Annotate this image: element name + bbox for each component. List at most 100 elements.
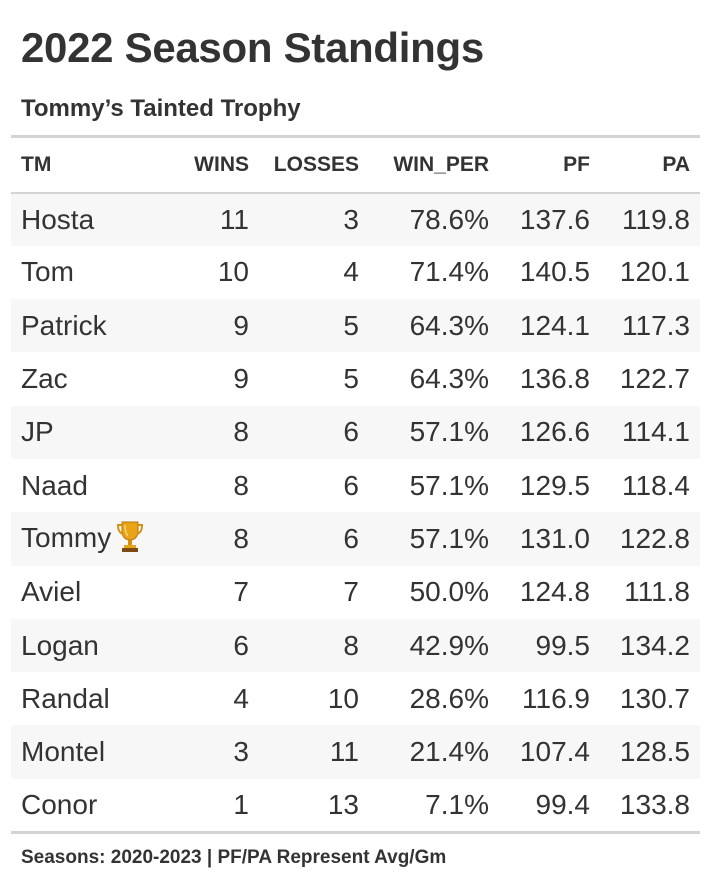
team-name: Hosta	[21, 203, 95, 235]
cell-pa: 117.3	[622, 309, 690, 341]
cell-pa: 119.8	[622, 203, 690, 235]
cell-tm: JP	[11, 406, 161, 459]
cell-tm: Tom	[11, 246, 161, 299]
team-name: Conor	[21, 788, 98, 820]
cell-pa: 133.8	[600, 778, 700, 834]
column-header-losses: LOSSES	[259, 135, 369, 194]
cell-losses: 8	[343, 629, 359, 661]
cell-pf: 99.4	[499, 778, 600, 834]
cell-tm: Conor	[11, 778, 161, 834]
cell-win-per: 78.6%	[409, 203, 489, 235]
team-name: JP	[21, 416, 54, 448]
cell-tm: Hosta	[11, 193, 161, 246]
cell-pa: 122.7	[619, 363, 690, 395]
cell-pa: 128.5	[619, 736, 690, 768]
cell-wins: 3	[233, 736, 249, 768]
cell-pf: 140.5	[519, 256, 590, 288]
cell-losses: 13	[259, 778, 369, 834]
cell-tm: Patrick	[11, 299, 161, 352]
cell-losses: 6	[343, 522, 359, 554]
cell-pf: 136.8	[519, 363, 590, 395]
cell-wins: 9	[233, 309, 249, 341]
table-row: Montel 3 11 21.4% 107.4 128.5	[11, 725, 700, 779]
table-header-row: TM WINS LOSSES WIN_PER PF PA	[11, 135, 700, 194]
cell-win-per: 28.6%	[409, 682, 489, 714]
cell-wins: 8	[233, 522, 249, 554]
cell-wins: 10	[217, 256, 249, 288]
cell-win-per: 57.1%	[409, 416, 489, 448]
table-row: Tommy 8 6 57.1% 131.0 122.8	[11, 512, 700, 566]
cell-wins: 11	[219, 203, 249, 235]
cell-wins: 1	[161, 778, 259, 834]
table-row: Randal 4 10 28.6% 116.9 130.7	[11, 672, 700, 726]
column-header-wins: WINS	[161, 135, 259, 194]
cell-win-per: 64.3%	[409, 309, 489, 341]
cell-losses: 5	[343, 363, 359, 395]
cell-losses: 11	[329, 736, 359, 768]
table-row: JP 8 6 57.1% 126.6 114.1	[11, 405, 700, 459]
team-name: Tommy	[21, 521, 112, 553]
cell-losses: 6	[343, 416, 359, 448]
cell-wins: 6	[233, 629, 249, 661]
table-row: Hosta 11 3 78.6% 137.6 119.8	[11, 192, 700, 246]
cell-pf: 129.5	[519, 469, 590, 501]
column-header-win-per: WIN_PER	[369, 135, 499, 194]
cell-losses: 3	[343, 203, 359, 235]
cell-wins: 7	[233, 576, 249, 608]
page-title: 2022 Season Standings	[21, 24, 484, 71]
cell-win-per: 71.4%	[409, 256, 489, 288]
team-name: Patrick	[21, 309, 107, 341]
cell-pf: 107.4	[519, 736, 590, 768]
cell-pf: 124.8	[519, 576, 590, 608]
cell-pf: 124.1	[519, 309, 590, 341]
cell-pf: 131.0	[519, 522, 590, 554]
cell-wins: 4	[233, 682, 249, 714]
table-row: Aviel 7 7 50.0% 124.8 111.8	[11, 565, 700, 619]
cell-tm: Zac	[11, 352, 161, 405]
cell-pf: 116.9	[522, 682, 590, 714]
table-row: Logan 6 8 42.9% 99.5 134.2	[11, 618, 700, 673]
team-name: Aviel	[21, 576, 82, 608]
table-row: Conor 1 13 7.1% 99.4 133.8	[11, 778, 700, 834]
table-row: Naad 8 6 57.1% 129.5 118.4	[11, 458, 700, 513]
trophy-icon	[115, 519, 145, 553]
page-subtitle: Tommy’s Tainted Trophy	[21, 95, 301, 122]
cell-win-per: 57.1%	[409, 469, 489, 501]
team-name: Randal	[21, 682, 110, 714]
column-header-tm: TM	[11, 135, 161, 194]
table-row: Tom 10 4 71.4% 140.5 120.1	[11, 245, 700, 300]
team-name: Naad	[21, 469, 88, 501]
cell-win-per: 21.4%	[409, 736, 489, 768]
team-name: Logan	[21, 629, 99, 661]
cell-pa: 111.8	[624, 576, 690, 608]
cell-tm: Montel	[11, 725, 161, 778]
cell-wins: 8	[233, 416, 249, 448]
table-row: Zac 9 5 64.3% 136.8 122.7	[11, 352, 700, 406]
standings-table: TM WINS LOSSES WIN_PER PF PA Hosta 11 3 …	[11, 135, 700, 834]
cell-win-per: 57.1%	[409, 522, 489, 554]
cell-pf: 99.5	[535, 629, 591, 661]
cell-pf: 126.6	[519, 416, 590, 448]
cell-win-per: 42.9%	[409, 629, 489, 661]
cell-win-per: 7.1%	[369, 778, 499, 834]
column-header-pa: PA	[600, 135, 700, 194]
cell-pa: 122.8	[619, 522, 690, 554]
cell-pa: 114.1	[622, 416, 690, 448]
cell-losses: 7	[343, 576, 359, 608]
table-row: Patrick 9 5 64.3% 124.1 117.3	[11, 299, 700, 353]
team-name: Zac	[21, 363, 68, 395]
cell-losses: 10	[327, 682, 359, 714]
cell-win-per: 50.0%	[409, 576, 489, 608]
cell-tm: Logan	[11, 619, 161, 672]
cell-pa: 134.2	[619, 629, 690, 661]
cell-tm: Randal	[11, 672, 161, 725]
cell-losses: 4	[343, 256, 359, 288]
cell-tm: Tommy	[11, 512, 161, 565]
cell-wins: 8	[233, 469, 249, 501]
cell-losses: 5	[343, 309, 359, 341]
team-name: Tom	[21, 256, 74, 288]
table-footnote: Seasons: 2020-2023 | PF/PA Represent Avg…	[21, 847, 447, 868]
cell-tm: Aviel	[11, 566, 161, 619]
cell-losses: 6	[343, 469, 359, 501]
team-name: Montel	[21, 736, 106, 768]
